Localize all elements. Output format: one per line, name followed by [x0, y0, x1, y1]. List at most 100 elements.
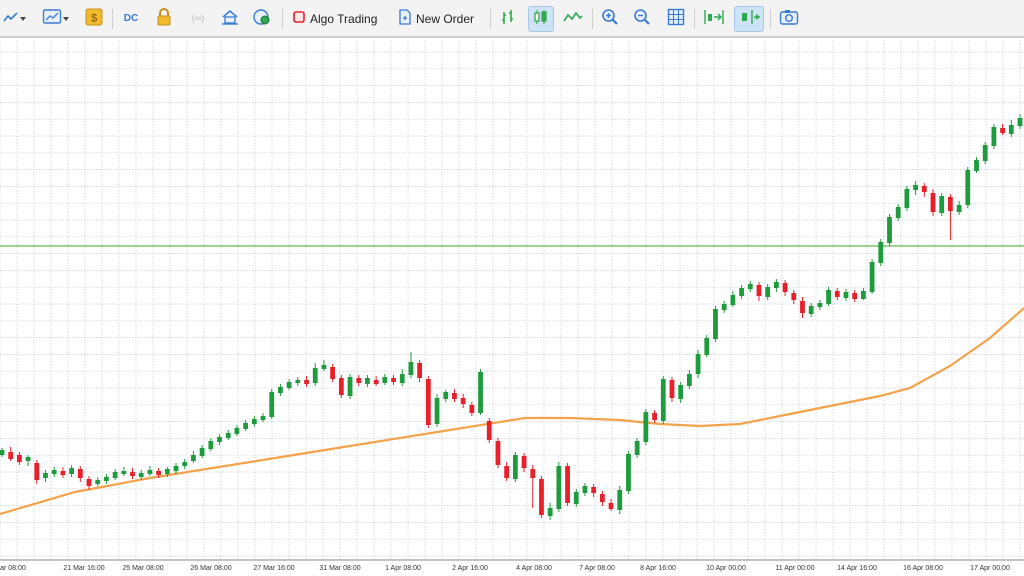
candle-body	[452, 393, 457, 399]
market-button[interactable]	[250, 6, 274, 32]
auto-scroll-button[interactable]	[700, 6, 728, 32]
line-chart-button[interactable]	[560, 6, 586, 32]
candle	[878, 239, 884, 266]
candle-body	[860, 291, 866, 299]
candle	[869, 259, 875, 294]
line-icon	[563, 9, 583, 30]
candle-body	[939, 196, 945, 213]
grid-button[interactable]	[664, 6, 688, 32]
lock-button[interactable]	[152, 6, 176, 32]
candle-body	[556, 466, 562, 509]
signals-button[interactable]	[218, 6, 242, 32]
candle	[95, 477, 101, 486]
candle	[269, 389, 275, 419]
candle-body	[843, 292, 849, 298]
candle-body	[808, 306, 814, 314]
zoom-out-button[interactable]	[630, 6, 654, 32]
x-tick-label: Mar 08:00	[0, 565, 26, 572]
candle-body	[782, 283, 788, 292]
x-tick-label: 31 Mar 08:00	[319, 565, 360, 572]
x-tick-label: 17 Apr 00:00	[970, 565, 1010, 572]
candle	[643, 409, 649, 445]
candle-body	[121, 471, 127, 474]
candle	[121, 467, 127, 476]
candle-body	[617, 490, 623, 510]
candle-body	[69, 468, 74, 474]
candle-body	[643, 412, 649, 442]
candle	[948, 194, 953, 240]
candle-body	[504, 466, 510, 478]
candle-body	[312, 368, 318, 383]
candle-body	[156, 471, 162, 475]
strategy-tester-button[interactable]: (∞)	[184, 6, 212, 32]
candle	[243, 420, 249, 431]
algo-trading-label: Algo Trading	[310, 12, 378, 26]
candle	[373, 376, 379, 386]
candle	[1000, 124, 1005, 135]
chart-window-dropdown-button[interactable]	[36, 6, 76, 32]
candle	[991, 124, 997, 149]
candle	[234, 425, 240, 436]
candle-body	[104, 477, 109, 481]
candle	[312, 363, 318, 386]
candle	[887, 214, 892, 246]
candle-body	[948, 197, 953, 211]
candle	[608, 499, 614, 511]
candlestick-chart-button[interactable]	[528, 6, 554, 32]
candle-body	[478, 372, 483, 413]
chart-shift-button[interactable]	[734, 6, 764, 32]
candle-body	[17, 455, 22, 462]
candle-body	[834, 291, 840, 297]
candles-layer	[0, 114, 1023, 520]
candle-body	[791, 293, 797, 300]
candle	[199, 445, 205, 458]
candle-body	[773, 282, 779, 288]
candle-body	[608, 503, 614, 509]
candle-body	[878, 242, 884, 263]
dollar-button[interactable]: $	[82, 6, 106, 32]
moving-average-layer	[0, 307, 1024, 516]
candle	[817, 300, 823, 310]
candle	[808, 303, 814, 317]
candle-body	[991, 127, 997, 146]
bar-chart-button[interactable]	[496, 6, 520, 32]
new-order-icon	[398, 8, 412, 30]
candle	[86, 476, 92, 490]
candle	[452, 389, 457, 402]
svg-text:DC: DC	[124, 13, 138, 24]
candle	[686, 370, 692, 389]
candle	[425, 376, 431, 428]
candle	[765, 284, 771, 300]
price-chart[interactable]: Mar 08:00 21 Mar 16:00 25 Mar 08:00 26 Mar …	[0, 40, 1024, 576]
candle	[356, 375, 362, 386]
candle	[443, 390, 449, 402]
candle-body	[0, 450, 5, 455]
line-chart-dropdown-button[interactable]	[0, 6, 32, 32]
grid-icon	[667, 8, 685, 31]
x-axis-labels: Mar 08:00 21 Mar 16:00 25 Mar 08:00 26 Mar …	[0, 565, 1010, 572]
candle	[556, 462, 562, 512]
screenshot-button[interactable]	[776, 6, 802, 32]
new-order-button[interactable]: New Order	[394, 6, 484, 32]
candlestick-chart[interactable]: Mar 08:00 21 Mar 16:00 25 Mar 08:00 26 Mar …	[0, 40, 1024, 576]
candle	[573, 489, 579, 507]
candle	[704, 335, 710, 357]
zoom-in-button[interactable]	[598, 6, 622, 32]
candle	[486, 418, 492, 443]
candle	[660, 376, 666, 424]
candle-body	[365, 378, 370, 384]
algo-trading-button[interactable]: Algo Trading	[288, 6, 388, 32]
candle-body	[434, 398, 440, 424]
candle	[182, 459, 188, 469]
candle	[773, 279, 779, 292]
candle	[138, 470, 144, 480]
candle	[295, 377, 301, 386]
candle-body	[739, 288, 744, 296]
candle-body	[599, 494, 605, 502]
candle-body	[86, 479, 92, 486]
candle	[800, 297, 805, 318]
depth-of-market-button[interactable]: DC	[118, 6, 144, 32]
candle	[408, 352, 414, 378]
candle	[25, 455, 31, 466]
candle	[599, 491, 605, 506]
